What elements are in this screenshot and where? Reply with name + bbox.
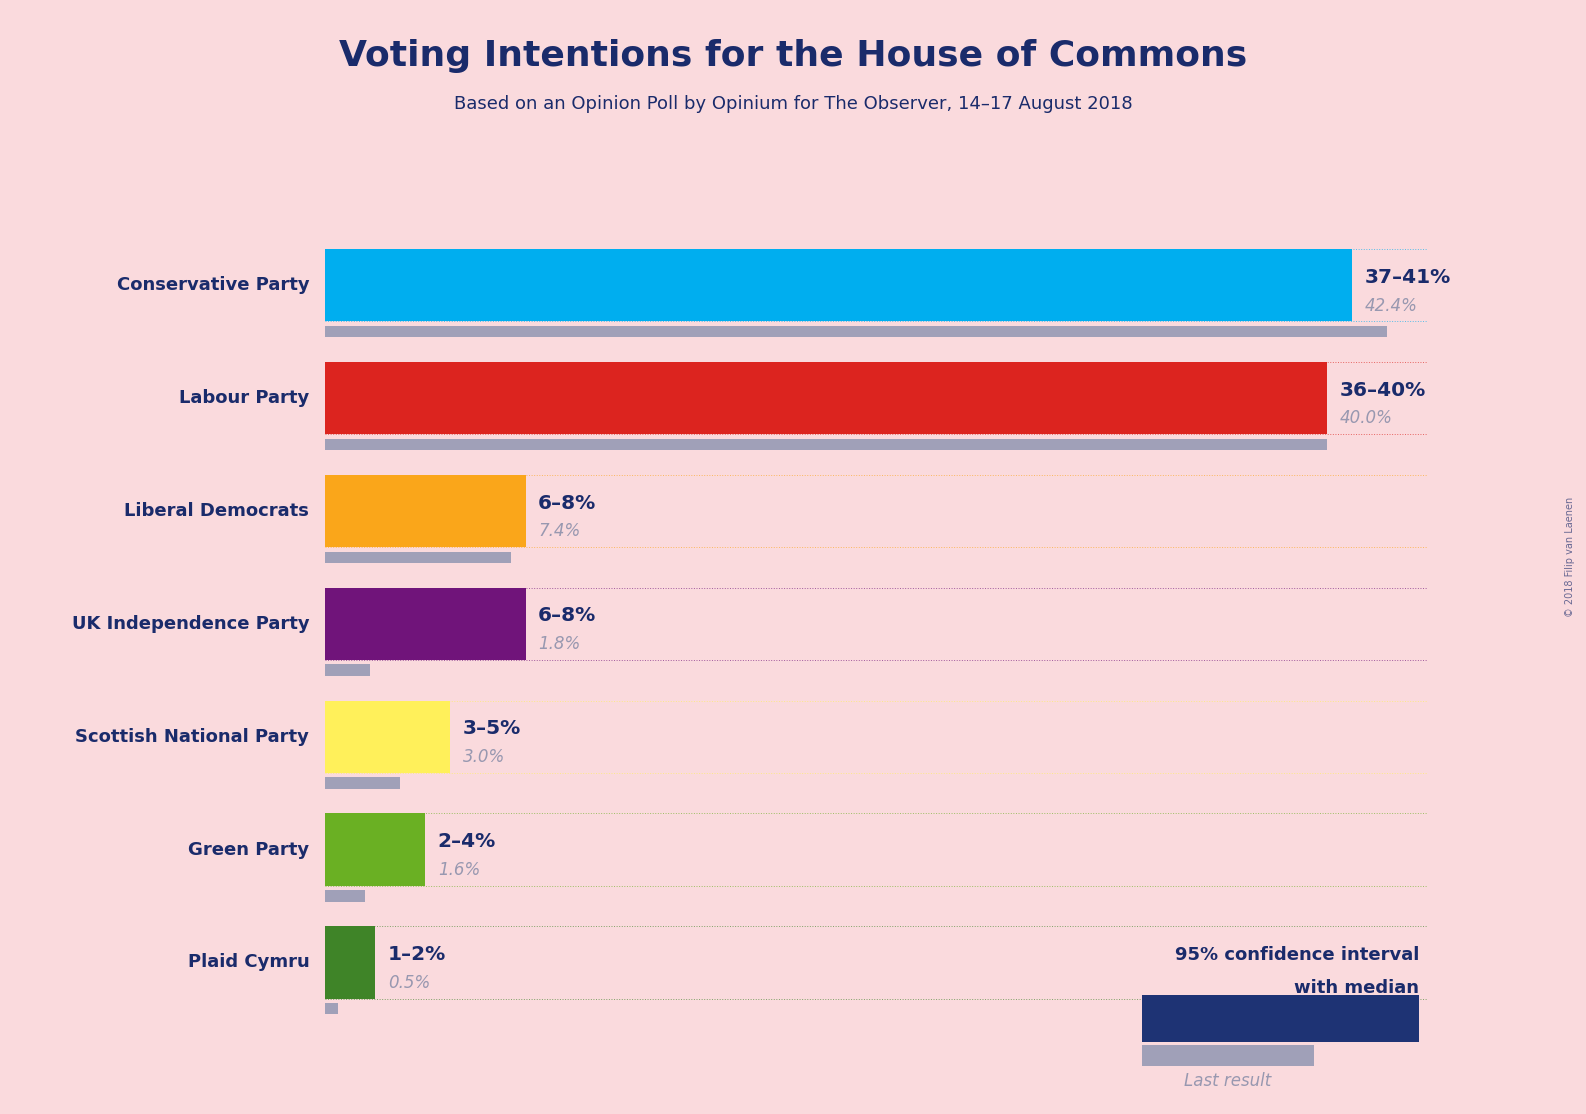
Text: 95% confidence interval: 95% confidence interval [1175,946,1419,964]
Bar [476,475,525,547]
Text: Conservative Party: Conservative Party [117,276,309,294]
Bar [376,813,425,886]
Bar [325,551,511,563]
Bar [325,439,1327,450]
Bar [400,701,450,773]
Text: 42.4%: 42.4% [1366,296,1418,314]
Bar [1142,995,1302,1042]
Bar [325,890,365,901]
Text: 40.0%: 40.0% [1340,409,1393,428]
Text: Labour Party: Labour Party [179,389,309,407]
Bar [376,813,425,886]
Text: Last result: Last result [1185,1072,1272,1089]
Bar [325,250,1251,321]
Bar [325,813,376,886]
Text: Voting Intentions for the House of Commons: Voting Intentions for the House of Commo… [339,39,1247,74]
Text: 1–2%: 1–2% [387,945,446,964]
Bar [1302,995,1419,1042]
Bar [325,475,476,547]
Text: 6–8%: 6–8% [538,606,596,625]
Text: 1.8%: 1.8% [538,635,580,653]
Text: Based on an Opinion Poll by Opinium for The Observer, 14–17 August 2018: Based on an Opinion Poll by Opinium for … [454,95,1132,113]
Text: 1.6%: 1.6% [438,861,481,879]
Bar [325,588,476,659]
Text: UK Independence Party: UK Independence Party [71,615,309,633]
Bar [325,664,370,676]
Bar [325,927,351,998]
Bar [400,701,450,773]
Bar [1228,362,1327,434]
Text: © 2018 Filip van Laenen: © 2018 Filip van Laenen [1565,497,1575,617]
Bar [325,325,1388,338]
Bar [325,1003,338,1015]
Text: Plaid Cymru: Plaid Cymru [187,954,309,971]
Bar [1302,995,1419,1042]
Bar [325,778,400,789]
Bar [1251,250,1353,321]
Bar [325,701,400,773]
Bar [476,475,525,547]
Text: 7.4%: 7.4% [538,522,580,540]
Bar [1251,250,1353,321]
Bar [476,588,525,659]
Text: 3–5%: 3–5% [463,720,522,739]
Text: 36–40%: 36–40% [1340,381,1426,400]
Bar [1228,362,1327,434]
Text: 2–4%: 2–4% [438,832,496,851]
Text: 6–8%: 6–8% [538,494,596,512]
Text: 3.0%: 3.0% [463,747,506,766]
Text: Green Party: Green Party [189,841,309,859]
Text: 37–41%: 37–41% [1366,267,1451,286]
Text: Scottish National Party: Scottish National Party [76,727,309,745]
Bar [351,927,376,998]
Text: Liberal Democrats: Liberal Democrats [124,502,309,520]
Text: with median: with median [1294,979,1419,997]
Bar [351,927,376,998]
Bar [476,588,525,659]
Bar [325,362,1228,434]
Text: 0.5%: 0.5% [387,974,430,991]
